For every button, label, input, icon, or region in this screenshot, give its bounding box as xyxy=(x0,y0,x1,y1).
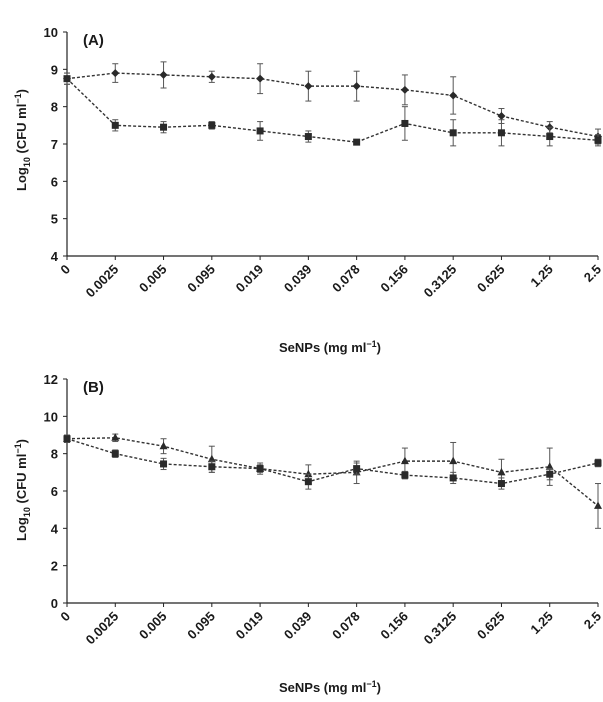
panel-b-x-tick-label: 0.095 xyxy=(184,609,218,643)
panel-b-series-1-point xyxy=(207,454,216,463)
panel-b-x-tick-label: 0.0025 xyxy=(83,609,122,648)
panel-a-y-axis-title: Log10 (CFU ml−1) xyxy=(13,89,32,191)
panel-a-x-axis-title: SeNPs (mg ml−1) xyxy=(279,339,381,355)
panel-b-y-tick-label: 6 xyxy=(51,484,58,499)
panel-a-y-tick-label: 5 xyxy=(51,212,58,227)
panel-a-label: (A) xyxy=(83,32,104,49)
panel-a-plot-area: 4 5 6 7 8 9 10 0 0.0025 0.005 0.095 0.019 0.039 0.078… xyxy=(44,25,603,300)
panel-b-y-tick-label: 4 xyxy=(51,521,59,536)
panel-b-series-1-point xyxy=(304,469,313,478)
panel-a-series-2-point xyxy=(546,133,554,141)
panel-b-series-2-point xyxy=(497,480,505,488)
panel-a-x-tick-label: 0.625 xyxy=(474,262,508,296)
panel-b-x-tick-label: 0.625 xyxy=(474,609,508,643)
panel-a-series-2-point xyxy=(208,121,216,129)
panel-a-x-tick-label: 0.156 xyxy=(377,262,411,296)
panel-b-plot-area: 0 2 4 6 8 10 12 0 0.0025 0.005 0.095 0.019 0.039 0.07… xyxy=(44,372,603,647)
panel-b-series-1-point xyxy=(400,456,409,465)
panel-a-x-tick-label: 2.5 xyxy=(581,262,603,285)
panel-a-y-tick-label: 9 xyxy=(51,62,58,77)
panel-a: (A) 4 5 6 7 8 9 10 0 0.0025 0.005 0.095 0.019 0.039 0… xyxy=(13,25,603,355)
panel-b-series-2-point xyxy=(449,474,457,482)
panel-b-label: (B) xyxy=(83,379,104,396)
panel-a-series-2-point xyxy=(304,133,312,141)
panel-a-y-tick-label: 4 xyxy=(51,249,59,264)
panel-a-series-1-point xyxy=(159,70,168,79)
panel-a-y-tick-label: 8 xyxy=(51,100,58,115)
panel-b-x-tick-label: 0.3125 xyxy=(421,609,460,648)
panel-b-y-tick-label: 10 xyxy=(44,409,58,424)
panel-b-series-2-point xyxy=(160,460,168,468)
panel-b-x-axis-title: SeNPs (mg ml−1) xyxy=(279,679,381,695)
panel-b-series-1-point xyxy=(159,441,168,450)
panel-a-y-tick-label: 7 xyxy=(51,137,58,152)
panel-a-x-tick-label: 0.005 xyxy=(136,262,170,296)
panel-a-series-2-point xyxy=(449,129,457,137)
panel-a-y-tick-label: 6 xyxy=(51,174,58,189)
panel-b-series-2-point xyxy=(594,459,602,467)
panel-b-y-tick-label: 12 xyxy=(44,372,58,387)
panel-a-x-tick-label: 0.039 xyxy=(281,262,315,296)
panel-b-x-tick-label: 0.156 xyxy=(377,609,411,643)
panel-b-series-2-point xyxy=(546,470,554,478)
panel-b-series-1-point xyxy=(111,433,120,441)
panel-a-series-1-point xyxy=(207,72,216,81)
panel-b-x-tick-label: 2.5 xyxy=(581,609,603,632)
panel-a-x-tick-label: 1.25 xyxy=(527,262,556,291)
panel-a-series-2-point xyxy=(160,123,168,131)
panel-b-series-2-point xyxy=(304,478,312,486)
panel-a-series-1-point xyxy=(449,91,458,100)
panel-b-series-2-point xyxy=(401,471,409,479)
panel-a-series-2-point xyxy=(63,75,71,83)
panel-a-series-1-point xyxy=(497,112,506,120)
panel-b-y-tick-label: 8 xyxy=(51,447,58,462)
panel-a-series-1-point xyxy=(111,69,120,78)
panel-a-series-2-point xyxy=(353,138,361,146)
panel-b-series-1-point xyxy=(497,467,506,476)
panel-a-x-tick-label: 0 xyxy=(57,262,73,278)
panel-a-series-1-line xyxy=(66,72,599,138)
panel-a-x-tick-label: 0.019 xyxy=(233,262,267,296)
panel-b-x-tick-label: 0 xyxy=(57,609,73,625)
panel-a-x-tick-label: 0.3125 xyxy=(421,262,460,301)
panel-a-x-tick-label: 0.095 xyxy=(184,262,218,296)
panel-b-series-2-point xyxy=(208,463,216,471)
panel-a-series-1-point xyxy=(304,82,313,91)
panel-a-series-2-line xyxy=(66,78,599,143)
panel-b-x-tick-label: 0.039 xyxy=(281,609,315,643)
panel-a-x-tick-label: 0.078 xyxy=(329,262,363,296)
panel-b-y-tick-label: 2 xyxy=(51,559,58,574)
panel-b-series-2-line xyxy=(66,438,599,485)
panel-b-series-2-point xyxy=(111,450,119,458)
panel-b-series-1-point xyxy=(545,462,554,470)
panel-a-series-2-point xyxy=(401,119,409,127)
panel-b-series-2-point xyxy=(256,465,264,473)
panel-b-series-1-line xyxy=(66,437,599,507)
panel-b-x-tick-label: 1.25 xyxy=(527,609,556,638)
panel-b-series-2-point xyxy=(353,465,361,473)
panel-a-series-2-point xyxy=(111,121,119,129)
panel-b-y-axis-title: Log10 (CFU ml−1) xyxy=(13,439,32,541)
panel-a-series-1-point xyxy=(352,82,361,91)
panel-b-x-tick-label: 0.005 xyxy=(136,609,170,643)
panel-a-series-2-point xyxy=(594,136,602,144)
panel-a-series-1-point xyxy=(256,74,265,83)
panel-b: (B) 0 2 4 6 8 10 12 0 0.0025 0.005 0.095 0.019 0.039… xyxy=(13,372,603,695)
panel-b-series-1-point xyxy=(594,501,602,509)
panel-a-series-1-point xyxy=(400,85,409,94)
panel-b-x-tick-label: 0.078 xyxy=(329,609,363,643)
panel-a-x-tick-label: 0.0025 xyxy=(83,262,122,301)
panel-b-y-tick-label: 0 xyxy=(51,596,58,611)
panel-a-series-2-point xyxy=(256,127,264,135)
panel-b-series-2-point xyxy=(63,435,71,443)
panel-a-y-tick-label: 10 xyxy=(44,25,58,40)
panel-b-x-tick-label: 0.019 xyxy=(233,609,267,643)
panel-a-series-2-point xyxy=(497,129,505,137)
panel-b-series-1-point xyxy=(449,456,458,465)
